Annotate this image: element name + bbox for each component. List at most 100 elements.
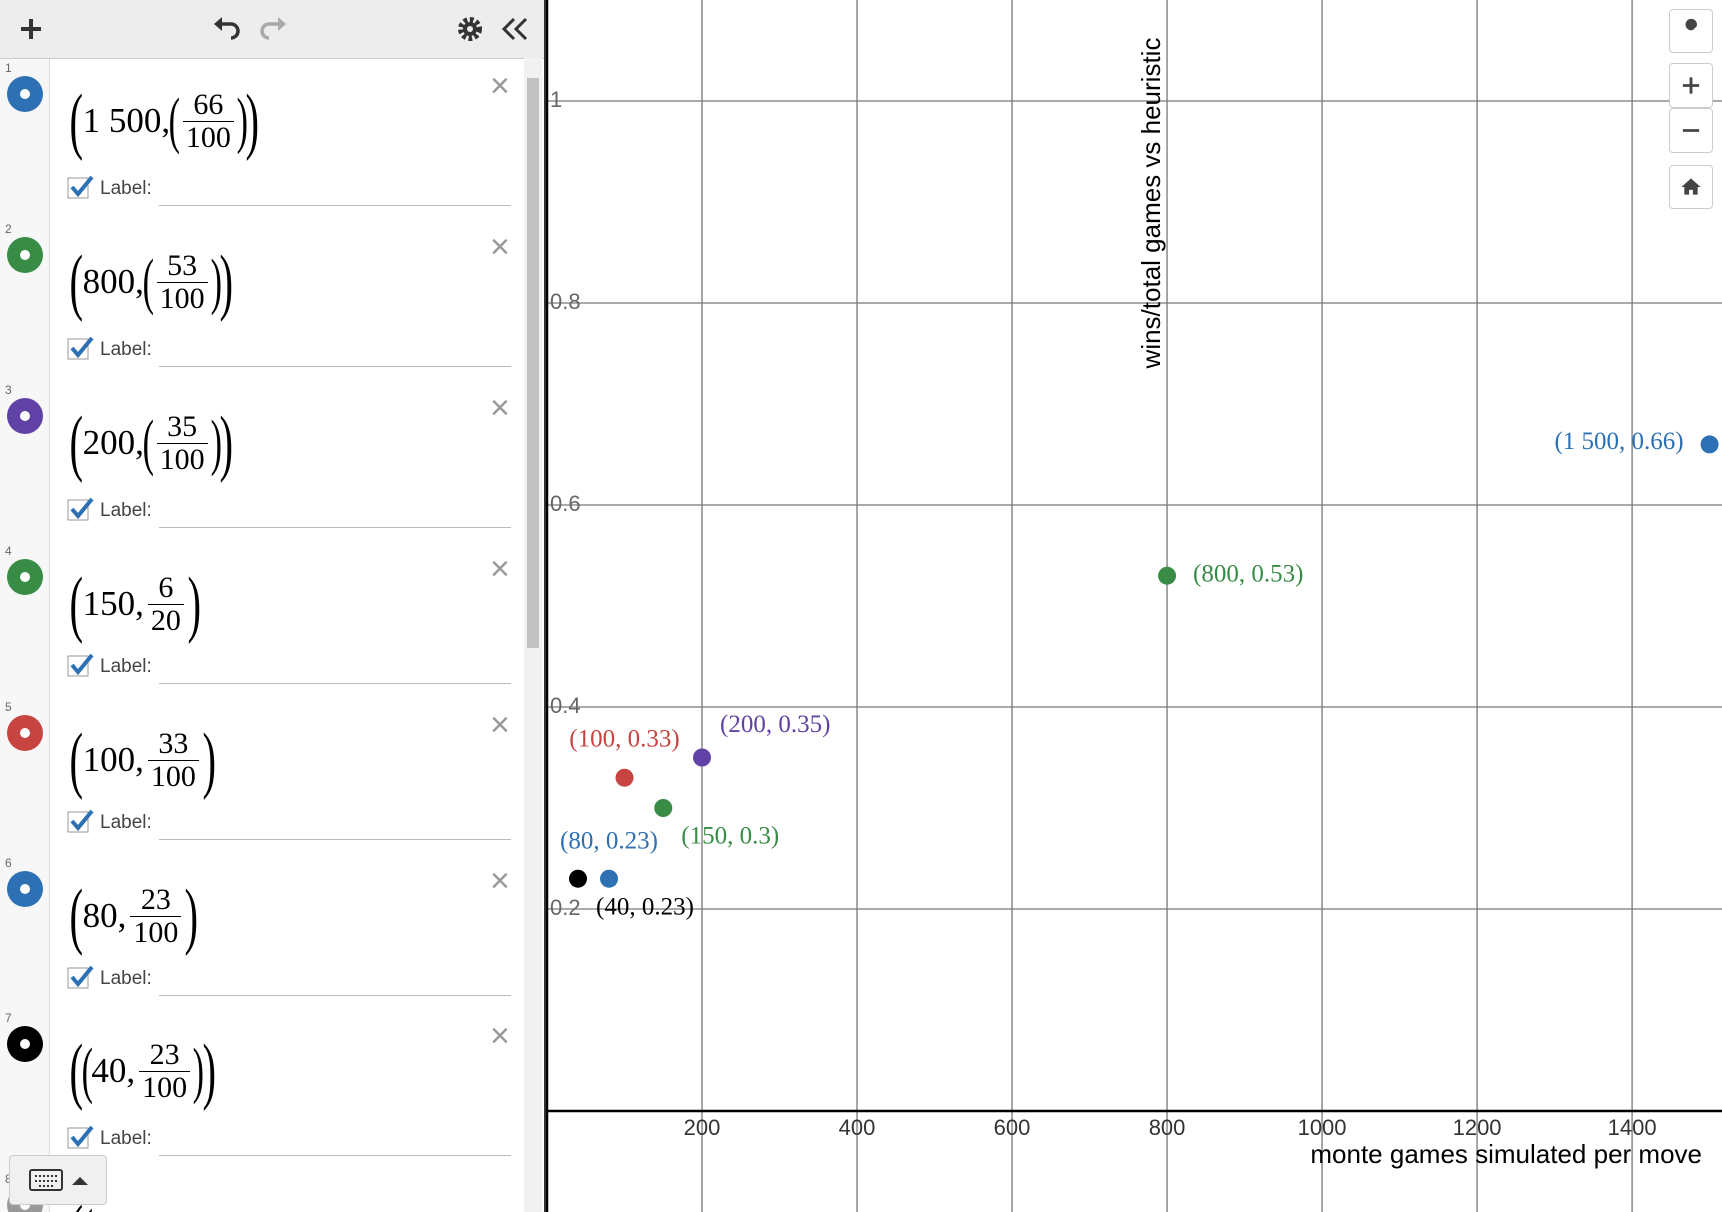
scrollbar[interactable] — [524, 58, 542, 1212]
math-symbol: ( — [69, 719, 84, 801]
expression-row[interactable]: 6(80, 23 100) Label: × — [0, 854, 524, 1010]
label-checkbox[interactable] — [67, 965, 95, 989]
delete-button[interactable]: × — [490, 706, 510, 744]
home-button[interactable] — [1669, 165, 1713, 209]
y-tick-label: 0.4 — [550, 693, 581, 718]
label-input[interactable] — [159, 205, 511, 206]
fraction: 53 100 — [156, 250, 208, 314]
delete-button[interactable]: × — [490, 67, 510, 105]
expression-row[interactable]: 4(150, 6 20) Label: × — [0, 542, 524, 699]
fraction: 66 100 — [182, 89, 234, 153]
math-symbol: ) — [219, 402, 234, 484]
expression-row[interactable]: 1(1 500,(66 100)) Label: × — [0, 59, 524, 221]
x-tick-label: 1000 — [1298, 1115, 1347, 1140]
label-input[interactable] — [159, 527, 511, 528]
expression-number: 2 — [5, 222, 12, 236]
delete-button[interactable]: × — [490, 389, 510, 427]
math-symbol: ( — [81, 1201, 92, 1212]
add-button[interactable] — [14, 12, 48, 46]
y-tick-label: 0.2 — [550, 895, 581, 920]
delete-button[interactable]: × — [490, 550, 510, 588]
math-symbol: , — [161, 101, 171, 140]
delete-button[interactable]: × — [490, 1017, 510, 1055]
label-caption: Label: — [100, 1128, 152, 1149]
label-input[interactable] — [159, 366, 511, 367]
expression-number: 6 — [5, 856, 12, 870]
denominator: 100 — [139, 1070, 191, 1104]
data-point — [615, 768, 634, 787]
expression-number: 4 — [5, 544, 12, 558]
label-input[interactable] — [159, 1155, 511, 1156]
label-input[interactable] — [159, 683, 511, 684]
toolbar — [0, 0, 544, 59]
data-point — [569, 869, 588, 888]
zoom-out-button[interactable] — [1669, 108, 1713, 153]
math-symbol: ( — [69, 563, 84, 645]
expression-number: 8 — [5, 1172, 12, 1186]
delete-button[interactable]: × — [490, 862, 510, 900]
x-tick-label: 400 — [839, 1115, 876, 1140]
fraction: 6 20 — [147, 572, 184, 636]
math-expression: (800,(53 100)) — [70, 234, 234, 330]
expression-row[interactable]: 2 (800,(53 100)) Label: × — [0, 220, 524, 382]
x-tick-label: 1400 — [1608, 1115, 1657, 1140]
fraction: 35 100 — [156, 411, 208, 475]
label-caption: Label: — [100, 178, 152, 199]
math-symbol: ) — [210, 409, 222, 477]
math-symbol: ) — [202, 719, 217, 801]
color-icon[interactable] — [7, 715, 43, 751]
zoom-in-button[interactable] — [1669, 63, 1713, 108]
collapse-button[interactable] — [498, 12, 532, 46]
label-caption: Label: — [100, 339, 152, 360]
math-symbol: , — [135, 262, 144, 301]
color-icon[interactable] — [7, 1026, 43, 1062]
scrollbar-thumb[interactable] — [527, 78, 539, 648]
label-caption: Label: — [100, 500, 152, 521]
label-checkbox[interactable] — [67, 497, 95, 521]
x-axis-label: monte games simulated per move — [1310, 1139, 1702, 1169]
settings-button[interactable] — [453, 12, 487, 46]
color-icon[interactable] — [7, 871, 43, 907]
numerator: 23 — [149, 1038, 180, 1071]
graph[interactable]: 200 400 600 800 1000 1200 1400 0.2 0.4 0.6 0.8 1 win… — [546, 0, 1722, 1212]
point-label: (150, 0.3) — [681, 823, 779, 850]
math-symbol: ) — [202, 1030, 216, 1112]
redo-button[interactable] — [256, 12, 290, 46]
math-expression: ((40, 23 100)) — [70, 1023, 216, 1119]
color-icon[interactable] — [7, 76, 43, 112]
math-expression: (200,(35 100)) — [70, 395, 234, 491]
delete-button[interactable]: × — [490, 228, 510, 266]
graph-settings-button[interactable] — [1669, 9, 1713, 53]
label-checkbox[interactable] — [67, 175, 95, 199]
math-expression: (1 500,(66 100)) — [69, 73, 260, 169]
undo-button[interactable] — [210, 12, 244, 46]
fraction: 23 100 — [130, 884, 182, 948]
math-symbol: ( — [81, 1037, 93, 1105]
label-caption: Label: — [100, 968, 152, 989]
math-symbol: ( — [69, 80, 84, 162]
keyboard-button[interactable] — [9, 1155, 107, 1205]
label-checkbox[interactable] — [67, 1125, 95, 1149]
expression-panel: 1(1 500,(66 100)) Label: × 2(800,(53 100)) Lab… — [0, 0, 546, 1212]
expression-row[interactable]: 3 (200,(35 100)) Label: × — [0, 381, 524, 543]
denominator: 100 — [147, 759, 199, 793]
label-input[interactable] — [159, 995, 511, 996]
label-checkbox[interactable] — [67, 653, 95, 677]
y-axis-label: wins/total games vs heuristic — [1136, 38, 1166, 370]
math-symbol: ( — [69, 875, 84, 957]
math-symbol: ) — [210, 248, 222, 316]
math-symbol: ) — [192, 1037, 205, 1105]
expression-number: 3 — [5, 383, 12, 397]
color-icon[interactable] — [7, 559, 43, 595]
label-checkbox[interactable] — [67, 336, 95, 360]
y-tick-label: 0.8 — [550, 289, 581, 314]
expression-row[interactable]: 7((40, 23 100)) Label: × — [0, 1009, 524, 1171]
x-tick-label: 1200 — [1453, 1115, 1502, 1140]
expression-row[interactable]: 5(100, 33 100) Label: × — [0, 698, 524, 855]
math-symbol: ( — [142, 248, 154, 316]
color-icon[interactable] — [7, 237, 43, 273]
color-icon[interactable] — [7, 398, 43, 434]
label-checkbox[interactable] — [67, 809, 95, 833]
label-input[interactable] — [159, 839, 511, 840]
numerator: 33 — [158, 727, 189, 760]
